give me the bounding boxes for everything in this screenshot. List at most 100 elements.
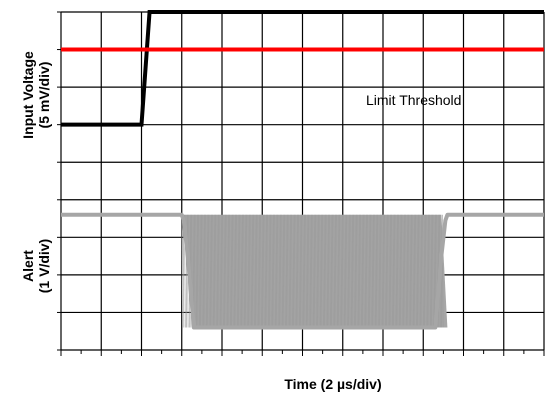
alert-oscillation-stroke (365, 214, 368, 328)
alert-oscillation-stroke (323, 214, 326, 328)
alert-oscillation-stroke (388, 214, 390, 328)
alert-oscillation-stroke (411, 214, 413, 328)
alert-oscillation-stroke (305, 214, 307, 328)
alert-oscillation-stroke (401, 214, 403, 328)
voltage-trace-line (61, 10, 544, 127)
alert-oscillation-stroke (209, 214, 211, 328)
alert-oscillation-stroke (336, 214, 338, 328)
alert-oscillation-stroke (239, 214, 241, 328)
alert-oscillation-stroke (325, 214, 327, 328)
alert-oscillation-stroke (287, 214, 289, 328)
voltage-channel (61, 10, 544, 127)
alert-oscillation-stroke (343, 214, 345, 328)
alert-oscillation-stroke (280, 214, 282, 328)
alert-oscillation-stroke (430, 214, 433, 328)
alert-oscillation-stroke (225, 214, 227, 328)
alert-oscillation-stroke (194, 214, 196, 328)
alert-oscillation-stroke (412, 214, 414, 328)
alert-oscillation-stroke (329, 214, 331, 328)
alert-oscillation-stroke (227, 214, 230, 328)
alert-oscillation-stroke (340, 214, 342, 328)
alert-oscillation-stroke (333, 214, 335, 328)
alert-oscillation-stroke (205, 214, 207, 328)
alert-oscillation-stroke (291, 214, 293, 328)
alert-oscillation-stroke (368, 214, 371, 328)
alert-oscillation-stroke (360, 214, 362, 328)
alert-ylabel-line2: (1 V/div) (36, 239, 52, 293)
alert-oscillation-stroke (339, 214, 341, 328)
alert-oscillation-stroke (265, 214, 268, 328)
alert-oscillation-stroke (249, 214, 251, 328)
alert-oscillation-stroke (332, 214, 334, 328)
alert-oscillation-stroke (220, 214, 223, 328)
alert-oscillation-stroke (288, 214, 290, 328)
alert-oscillation-stroke (432, 214, 434, 328)
alert-oscillation-stroke (354, 214, 357, 328)
alert-oscillation-stroke (260, 214, 262, 328)
alert-oscillation-stroke (256, 214, 258, 328)
alert-oscillation-stroke (264, 214, 266, 328)
alert-oscillation-stroke (236, 214, 238, 328)
alert-oscillation-stroke (357, 214, 359, 328)
alert-oscillation-stroke (415, 214, 417, 328)
alert-oscillation-stroke (395, 214, 397, 328)
alert-oscillation-stroke (230, 214, 233, 328)
alert-oscillation-stroke (392, 214, 395, 328)
alert-oscillation-stroke (268, 214, 271, 328)
alert-oscillation-stroke (271, 214, 273, 328)
alert-oscillation-stroke (247, 214, 249, 328)
alert-oscillation-stroke (211, 214, 213, 328)
alert-oscillation-stroke (292, 214, 295, 328)
alert-oscillation-stroke (274, 214, 276, 328)
alert-oscillation-stroke (380, 214, 382, 328)
voltage-ylabel-line1: Input Voltage (20, 51, 36, 139)
alert-oscillation-stroke (240, 214, 242, 328)
alert-oscillation-stroke (203, 214, 206, 328)
alert-oscillation-stroke (282, 214, 285, 328)
alert-oscillation-stroke (304, 214, 306, 328)
alert-oscillation-stroke (216, 214, 218, 328)
alert-oscillation-stroke (308, 214, 310, 328)
voltage-axis-title: Input Voltage (5 mV/div) (20, 51, 52, 139)
alert-oscillation-stroke (402, 214, 404, 328)
alert-oscillation-stroke (201, 214, 203, 328)
alert-oscillation-stroke (234, 214, 237, 328)
alert-oscillation-stroke (330, 214, 333, 328)
alert-oscillation-stroke (195, 214, 197, 328)
voltage-ylabel-line2: (5 mV/div) (36, 62, 52, 129)
alert-oscillation-stroke (213, 214, 216, 328)
alert-oscillation-stroke (419, 214, 421, 328)
alert-oscillation-stroke (198, 214, 200, 328)
alert-oscillation-stroke (294, 214, 296, 328)
alert-oscillation-stroke (243, 214, 245, 328)
alert-oscillation-stroke (244, 214, 247, 328)
alert-oscillation-stroke (375, 214, 378, 328)
alert-oscillation-stroke (409, 214, 411, 328)
alert-oscillation-stroke (250, 214, 252, 328)
alert-oscillation-stroke (295, 214, 297, 328)
alert-oscillation-stroke (278, 214, 280, 328)
alert-oscillation-stroke (371, 214, 373, 328)
alert-oscillation-stroke (356, 214, 358, 328)
alert-oscillation-stroke (399, 214, 402, 328)
alert-oscillation-stroke (275, 214, 278, 328)
alert-oscillation-stroke (219, 214, 221, 328)
alert-oscillation-stroke (394, 214, 396, 328)
alert-oscillation-stroke (222, 214, 224, 328)
alert-ylabel-line1: Alert (20, 250, 36, 282)
alert-oscillation-stroke (298, 214, 300, 328)
alert-oscillation-stroke (337, 214, 340, 328)
x-axis-title: Time (2 µs/div) (284, 376, 381, 392)
alert-oscillation-stroke (326, 214, 328, 328)
alert-oscillation-stroke (389, 214, 392, 328)
alert-oscillation-stroke (398, 214, 400, 328)
alert-oscillation-stroke (349, 214, 351, 328)
limit-threshold-label: Limit Threshold (366, 92, 461, 108)
alert-oscillation-stroke (218, 214, 220, 328)
alert-oscillation-stroke (212, 214, 214, 328)
alert-oscillation-stroke (289, 214, 292, 328)
alert-oscillation-stroke (270, 214, 272, 328)
alert-oscillation-stroke (311, 214, 313, 328)
